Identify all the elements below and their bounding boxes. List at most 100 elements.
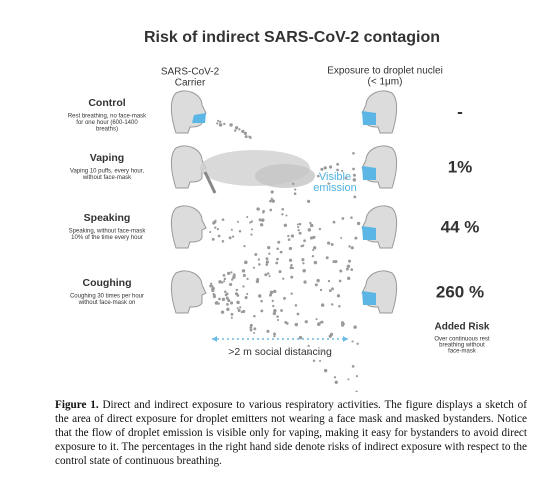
droplet [223, 280, 226, 283]
droplet [248, 136, 252, 139]
droplet [235, 288, 239, 292]
droplet [230, 228, 233, 231]
face [170, 270, 207, 314]
droplet [250, 233, 253, 236]
droplet [334, 380, 338, 384]
droplet [290, 234, 295, 238]
droplet [269, 293, 273, 297]
droplet [287, 238, 291, 241]
droplet [258, 263, 261, 266]
droplet [265, 257, 269, 261]
caption-text: Direct and indirect exposure to various … [55, 399, 527, 467]
droplet [227, 271, 231, 275]
droplet [309, 223, 314, 228]
droplet [323, 166, 327, 170]
droplet [212, 295, 216, 299]
distancing: >2 m social distancing [228, 346, 332, 358]
droplet [238, 229, 242, 233]
droplet [221, 239, 225, 243]
droplet [351, 364, 355, 368]
droplet [302, 262, 305, 265]
droplet [231, 235, 235, 238]
droplet [276, 318, 280, 322]
risk: 44 % [441, 217, 480, 236]
droplet [288, 258, 293, 262]
droplet [230, 271, 233, 274]
row-description: without face-mask [82, 175, 132, 181]
droplet [339, 269, 343, 273]
droplet [258, 218, 262, 222]
droplet [212, 286, 215, 290]
droplet [283, 223, 288, 227]
droplet [276, 257, 279, 261]
mask [362, 166, 376, 180]
droplet [336, 168, 339, 172]
risk: - [457, 102, 463, 121]
droplet [285, 214, 288, 217]
droplet [264, 273, 268, 277]
droplet [276, 247, 279, 250]
droplet [287, 234, 290, 238]
droplet [257, 258, 261, 261]
droplet [276, 315, 279, 318]
droplet [303, 239, 306, 243]
droplet [223, 277, 227, 281]
droplet [229, 123, 233, 127]
droplet [338, 279, 342, 283]
droplet [226, 307, 230, 311]
droplet [328, 334, 332, 338]
head [361, 90, 398, 134]
visible-emission: emission [313, 182, 356, 194]
droplet [243, 131, 247, 136]
droplet [246, 277, 249, 280]
droplet [211, 237, 215, 241]
droplet [281, 213, 284, 216]
droplet [249, 326, 253, 329]
droplet [320, 349, 324, 353]
droplet [273, 332, 276, 336]
added-risk-note: face-mask [448, 349, 477, 355]
droplet [246, 215, 249, 219]
droplet [242, 285, 245, 288]
droplet [332, 220, 336, 224]
droplet [294, 322, 299, 327]
droplet [246, 292, 249, 296]
droplet [301, 244, 305, 247]
droplet [260, 309, 264, 313]
droplet [209, 284, 213, 288]
droplet [224, 290, 227, 294]
row-description: 10% of the time every hour [71, 235, 143, 241]
risk: 1% [448, 157, 473, 176]
droplet [244, 135, 248, 139]
droplet [356, 221, 361, 226]
droplet [336, 294, 341, 298]
droplet [286, 322, 289, 325]
droplet [242, 273, 246, 278]
droplet [265, 260, 269, 264]
row-description: without face-mask on [78, 300, 136, 306]
droplet [250, 220, 254, 223]
row-label: Control [88, 97, 125, 109]
droplet [301, 258, 305, 262]
droplet [230, 316, 233, 319]
droplet [352, 178, 357, 182]
droplet [356, 342, 359, 345]
row-label: Coughing [83, 277, 132, 289]
droplet [271, 299, 274, 303]
droplet [298, 231, 302, 235]
droplet [333, 376, 337, 379]
droplet [234, 126, 239, 130]
droplet [266, 272, 270, 275]
droplet [355, 375, 358, 378]
droplet [253, 314, 256, 318]
droplet [345, 267, 349, 271]
droplet [226, 303, 229, 306]
face [170, 145, 207, 189]
droplet [320, 167, 324, 171]
droplet [326, 241, 331, 245]
droplet [351, 340, 354, 343]
droplet [313, 260, 318, 265]
droplet [340, 321, 345, 325]
face [170, 205, 207, 249]
droplet [354, 236, 358, 240]
